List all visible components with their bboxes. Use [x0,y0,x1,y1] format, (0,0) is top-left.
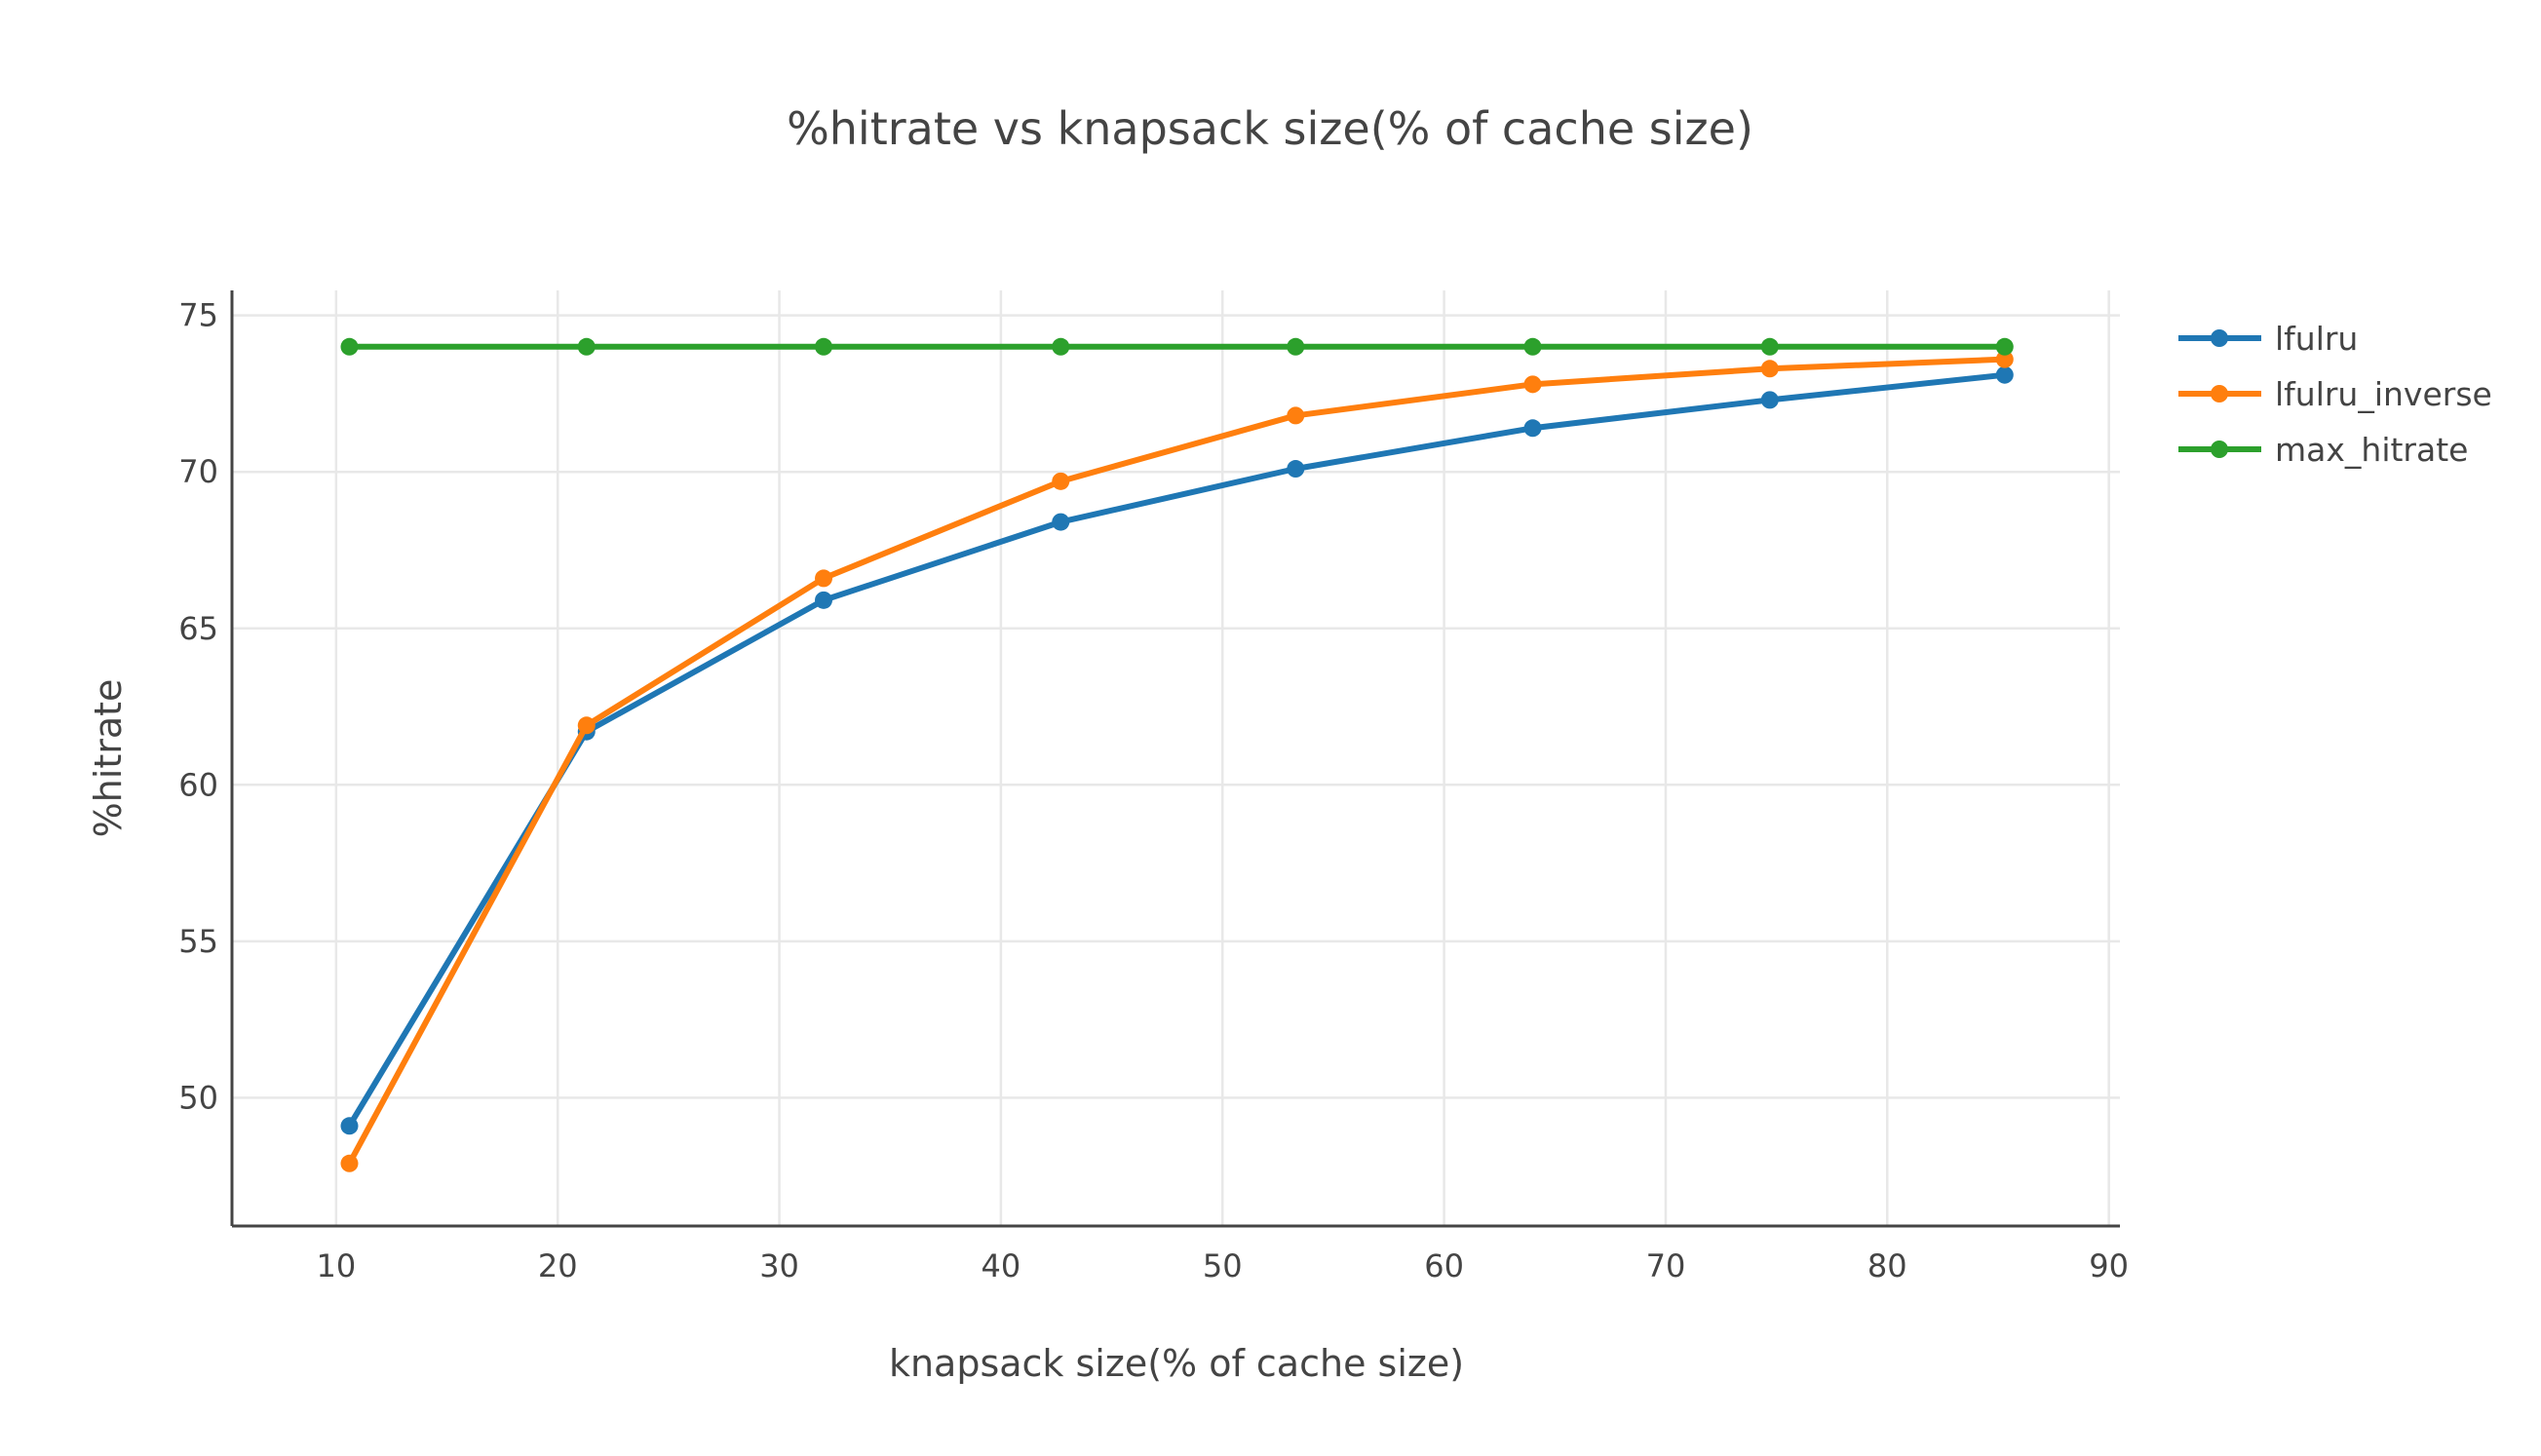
y-tick-label: 55 [178,923,218,960]
x-tick-labels: 10 20 30 40 50 60 70 80 90 [316,1247,2128,1284]
data-point [1760,360,1779,378]
legend-marker [2211,329,2228,347]
y-tick-labels: 50 55 60 65 70 75 [178,297,218,1117]
legend-marker [2211,441,2228,458]
gridlines [232,290,2120,1226]
data-point [815,569,833,588]
x-tick-label: 50 [1203,1247,1243,1284]
legend-marker [2211,385,2228,402]
data-point [340,1154,359,1172]
legend-label: lfulru [2275,320,2358,358]
y-tick-label: 70 [178,453,218,490]
series-max-hitrate [340,337,2014,356]
x-tick-label: 60 [1424,1247,1464,1284]
data-point [1052,472,1070,490]
legend-item[interactable]: lfulru [2178,320,2358,358]
data-point [1523,375,1542,394]
series-line [346,356,2008,1167]
legend-label: max_hitrate [2275,431,2468,469]
legend: lfulru lfulru_inverse max_hitrate [2178,320,2492,469]
y-tick-label: 65 [178,610,218,647]
x-tick-label: 30 [759,1247,799,1284]
y-tick-label: 60 [178,766,218,803]
data-point [1995,350,2014,368]
data-point [1052,513,1070,531]
series-lfulru-inverse [340,350,2014,1172]
data-point [1523,337,1542,356]
legend-label: lfulru_inverse [2275,375,2492,413]
data-point [815,591,833,609]
legend-item[interactable]: max_hitrate [2178,431,2468,469]
data-point [577,716,596,735]
y-axis-title: %hitrate [87,679,130,838]
x-tick-label: 20 [538,1247,578,1284]
x-tick-label: 70 [1646,1247,1686,1284]
data-point [1760,391,1779,409]
data-point [1052,337,1070,356]
chart-title: %hitrate vs knapsack size(% of cache siz… [787,102,1753,155]
data-point [577,337,596,356]
x-tick-label: 90 [2089,1247,2129,1284]
series-layer [340,337,2014,1172]
y-tick-label: 75 [178,297,218,334]
data-point [1995,365,2014,384]
legend-item[interactable]: lfulru_inverse [2178,375,2492,413]
data-point [1760,337,1779,356]
x-tick-label: 10 [316,1247,356,1284]
series-lfulru [340,365,2014,1135]
y-tick-label: 50 [178,1079,218,1116]
x-axis-title: knapsack size(% of cache size) [889,1342,1464,1385]
data-point [815,337,833,356]
axes [230,290,2120,1228]
data-point [1995,337,2014,356]
data-point [340,1117,359,1135]
x-tick-label: 40 [982,1247,1021,1284]
x-tick-label: 80 [1867,1247,1907,1284]
data-point [1287,406,1305,425]
series-line [346,371,2008,1130]
data-point [1287,337,1305,356]
data-point [1287,460,1305,479]
data-point [1523,419,1542,438]
data-point [340,337,359,356]
